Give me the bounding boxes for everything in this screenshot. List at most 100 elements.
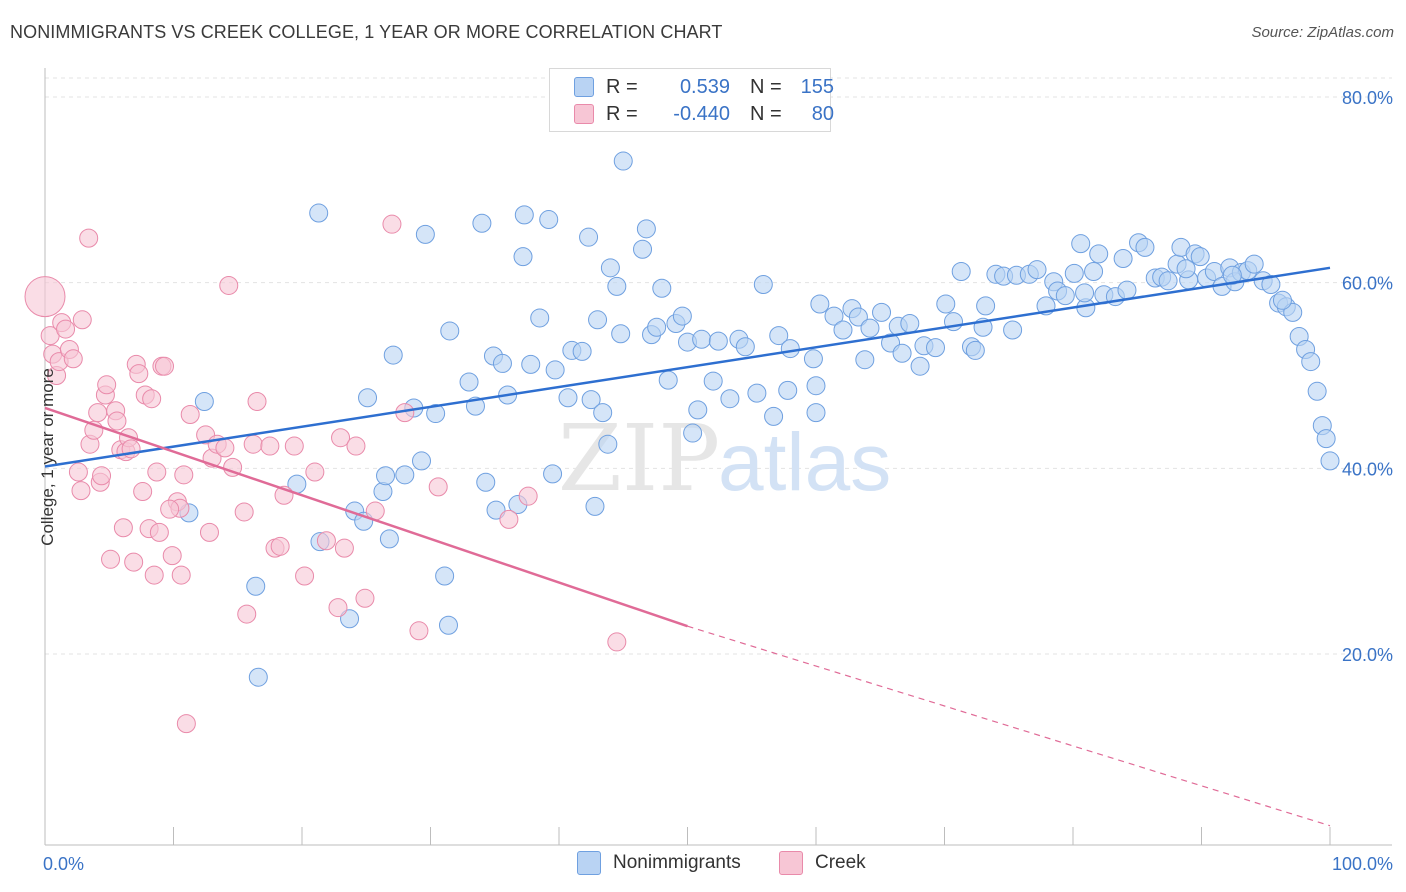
point-nonimmigrants: [720, 389, 740, 409]
point-nonimmigrants: [472, 213, 492, 233]
point-nonimmigrants: [440, 321, 460, 341]
chart-title: NONIMMIGRANTS VS CREEK COLLEGE, 1 YEAR O…: [10, 22, 723, 42]
point-nonimmigrants: [611, 324, 631, 344]
point-nonimmigrants: [1301, 352, 1321, 372]
trend-line-nonimmigrants: [44, 266, 1331, 468]
point-nonimmigrants: [1307, 381, 1327, 401]
point-nonimmigrants: [1222, 265, 1242, 285]
point-creek: [133, 482, 153, 502]
point-nonimmigrants: [965, 340, 985, 360]
point-nonimmigrants: [658, 370, 678, 390]
legend-label-nonimmigrants: Nonimmigrants: [613, 852, 741, 873]
point-nonimmigrants: [892, 343, 912, 363]
point-nonimmigrants: [395, 465, 415, 485]
legend-r-label: R =: [606, 102, 638, 125]
legend-label-creek: Creek: [815, 852, 866, 873]
point-nonimmigrants: [806, 403, 826, 423]
legend-item-creek[interactable]: Creek: [779, 851, 866, 875]
trend-line-creek: [44, 406, 688, 628]
point-nonimmigrants: [598, 434, 618, 454]
point-nonimmigrants: [1283, 302, 1303, 322]
point-creek: [97, 375, 117, 395]
point-nonimmigrants: [1055, 286, 1075, 306]
point-creek: [346, 436, 366, 456]
point-nonimmigrants: [613, 151, 633, 171]
point-nonimmigrants: [806, 376, 826, 396]
point-nonimmigrants: [545, 360, 565, 380]
point-creek: [160, 499, 180, 519]
point-nonimmigrants: [1075, 283, 1095, 303]
point-nonimmigrants: [672, 306, 692, 326]
legend-n-value: 155: [800, 75, 834, 98]
point-nonimmigrants: [558, 388, 578, 408]
correlation-legend: R = 0.539 N = 155 R = -0.440 N = 80: [549, 68, 834, 132]
point-nonimmigrants: [438, 615, 458, 635]
watermark-zip: ZIP: [558, 405, 720, 512]
legend-n-label: N =: [750, 102, 782, 125]
point-nonimmigrants: [194, 391, 214, 411]
point-nonimmigrants: [703, 371, 723, 391]
point-nonimmigrants: [778, 380, 798, 400]
point-creek: [63, 349, 83, 369]
point-nonimmigrants: [1003, 320, 1023, 340]
point-creek: [101, 549, 121, 569]
point-nonimmigrants: [900, 314, 920, 334]
point-creek: [409, 621, 429, 641]
legend-n-label: N =: [750, 75, 782, 98]
point-creek: [284, 436, 304, 456]
legend-swatch-nonimmigrants: [577, 851, 601, 875]
point-creek: [316, 531, 336, 551]
legend-swatch-creek: [779, 851, 803, 875]
point-nonimmigrants: [926, 338, 946, 358]
point-nonimmigrants: [1084, 262, 1104, 282]
y-tick-label: 20.0%: [1342, 645, 1393, 665]
point-creek: [71, 481, 91, 501]
point-nonimmigrants: [1320, 451, 1340, 471]
point-nonimmigrants: [358, 388, 378, 408]
point-nonimmigrants: [652, 278, 672, 298]
point-creek: [129, 364, 149, 384]
data-points: [24, 151, 1340, 734]
point-creek: [305, 462, 325, 482]
point-creek: [171, 565, 191, 585]
point-nonimmigrants: [860, 318, 880, 338]
point-nonimmigrants: [872, 302, 892, 322]
point-nonimmigrants: [1135, 237, 1155, 257]
point-nonimmigrants: [753, 275, 773, 295]
point-nonimmigrants: [764, 406, 784, 426]
point-nonimmigrants: [459, 372, 479, 392]
point-creek: [144, 565, 164, 585]
point-creek: [219, 275, 239, 295]
point-creek: [260, 436, 280, 456]
point-creek: [180, 404, 200, 424]
point-nonimmigrants: [803, 349, 823, 369]
legend-swatch-creek: [574, 104, 594, 124]
point-nonimmigrants: [910, 356, 930, 376]
point-nonimmigrants: [607, 276, 627, 296]
point-nonimmigrants: [688, 400, 708, 420]
point-nonimmigrants: [747, 383, 767, 403]
point-nonimmigrants: [855, 350, 875, 370]
trend-line-creek-extension: [687, 625, 1331, 827]
point-creek: [334, 538, 354, 558]
point-creek: [331, 428, 351, 448]
point-nonimmigrants: [735, 337, 755, 357]
y-tick-label: 80.0%: [1342, 88, 1393, 108]
point-creek: [124, 552, 144, 572]
point-creek: [518, 486, 538, 506]
point-nonimmigrants: [513, 247, 533, 267]
point-nonimmigrants: [1244, 254, 1264, 274]
y-axis-label: College, 1 year or more: [38, 368, 57, 546]
y-tick-label: 40.0%: [1342, 459, 1393, 479]
point-creek: [499, 509, 519, 529]
point-nonimmigrants: [633, 239, 653, 259]
point-creek: [162, 546, 182, 566]
point-nonimmigrants: [647, 317, 667, 337]
point-creek: [24, 276, 66, 318]
point-nonimmigrants: [476, 472, 496, 492]
legend-item-nonimmigrants[interactable]: Nonimmigrants: [577, 851, 741, 875]
series-legend: Nonimmigrants Creek: [0, 851, 1406, 879]
point-nonimmigrants: [579, 227, 599, 247]
point-nonimmigrants: [521, 354, 541, 374]
point-creek: [234, 502, 254, 522]
